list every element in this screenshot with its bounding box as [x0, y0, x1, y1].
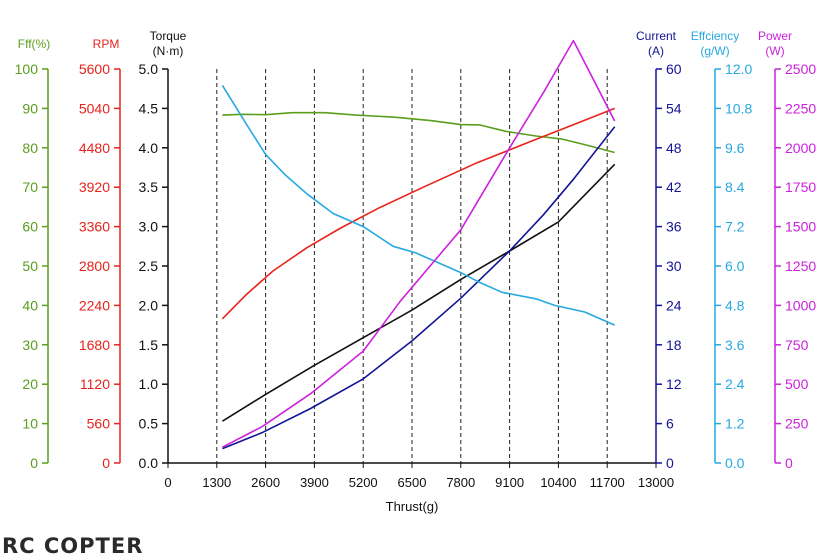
x-tick-label: 2600: [251, 475, 280, 490]
torque-tick-label: 4.0: [139, 140, 159, 156]
rpm-tick-label: 2800: [79, 258, 110, 274]
torque-tick-label: 1.0: [139, 376, 159, 392]
efficiency-tick-label: 7.2: [725, 219, 745, 235]
efficiency-tick-label: 9.6: [725, 140, 745, 156]
eff-tick-label: 30: [22, 337, 38, 353]
current-tick-label: 12: [666, 376, 682, 392]
torque-axis-title: Torque: [150, 29, 187, 43]
eff-tick-label: 80: [22, 140, 38, 156]
rpm-tick-label: 3360: [79, 219, 110, 235]
eff-tick-label: 10: [22, 416, 38, 432]
current-tick-label: 24: [666, 297, 682, 313]
torque-tick-label: 1.5: [139, 337, 159, 353]
current-tick-label: 0: [666, 455, 674, 471]
torque-tick-label: 0.0: [139, 455, 159, 471]
power-tick-label: 2500: [785, 61, 816, 77]
efficiency-tick-label: 4.8: [725, 297, 745, 313]
eff-tick-label: 20: [22, 376, 38, 392]
current-tick-label: 6: [666, 416, 674, 432]
power-tick-label: 1250: [785, 258, 816, 274]
eff-axis-title: Fff(%): [18, 37, 50, 51]
power-tick-label: 750: [785, 337, 809, 353]
power-tick-label: 500: [785, 376, 809, 392]
torque-axis-unit: (N·m): [153, 44, 184, 58]
x-tick-label: 5200: [349, 475, 378, 490]
power-tick-label: 2250: [785, 100, 816, 116]
efficiency-tick-label: 1.2: [725, 416, 745, 432]
power-tick-label: 1000: [785, 297, 816, 313]
series-current-line: [222, 126, 616, 450]
torque-tick-label: 3.0: [139, 219, 159, 235]
eff-tick-label: 70: [22, 179, 38, 195]
efficiency-tick-label: 2.4: [725, 376, 745, 392]
rpm-tick-label: 0: [102, 455, 110, 471]
torque-tick-label: 5.0: [139, 61, 159, 77]
series-torque-line: [221, 163, 616, 422]
current-tick-label: 42: [666, 179, 682, 195]
series-power-line: [222, 39, 616, 448]
power-tick-label: 250: [785, 416, 809, 432]
current-axis-title: Current: [636, 29, 677, 43]
series-eff-line: [222, 111, 615, 154]
torque-tick-label: 0.5: [139, 416, 159, 432]
power-tick-label: 1500: [785, 219, 816, 235]
eff-tick-label: 50: [22, 258, 38, 274]
current-tick-label: 60: [666, 61, 682, 77]
x-tick-label: 11700: [590, 475, 625, 490]
watermark-logo: RC COPTER: [2, 534, 144, 558]
current-tick-label: 54: [666, 100, 682, 116]
eff-tick-label: 100: [15, 61, 39, 77]
x-tick-label: 13000: [638, 475, 674, 490]
eff-tick-label: 0: [30, 455, 38, 471]
current-tick-label: 18: [666, 337, 682, 353]
rpm-axis-title: RPM: [93, 37, 120, 51]
efficiency-axis-unit: (g/W): [700, 44, 729, 58]
power-tick-label: 2000: [785, 140, 816, 156]
x-tick-label: 7800: [446, 475, 475, 490]
series-efficiency-line: [221, 84, 616, 326]
power-axis-unit: (W): [765, 44, 784, 58]
efficiency-tick-label: 3.6: [725, 337, 745, 353]
rpm-tick-label: 5040: [79, 100, 110, 116]
torque-tick-label: 4.5: [139, 100, 159, 116]
series-rpm-line: [221, 107, 615, 320]
torque-tick-label: 3.5: [139, 179, 159, 195]
torque-tick-label: 2.0: [139, 297, 159, 313]
efficiency-tick-label: 6.0: [725, 258, 745, 274]
x-tick-label: 6500: [398, 475, 427, 490]
x-axis-label: Thrust(g): [386, 499, 439, 514]
rpm-tick-label: 1120: [80, 376, 110, 392]
power-tick-label: 0: [785, 455, 793, 471]
rpm-tick-label: 560: [87, 416, 111, 432]
current-tick-label: 48: [666, 140, 682, 156]
power-tick-label: 1750: [785, 179, 816, 195]
current-tick-label: 36: [666, 219, 682, 235]
x-tick-label: 1300: [202, 475, 231, 490]
x-tick-label: 9100: [495, 475, 524, 490]
rpm-tick-label: 5600: [79, 61, 110, 77]
x-tick-label: 0: [164, 475, 171, 490]
eff-tick-label: 60: [22, 219, 38, 235]
current-axis-unit: (A): [648, 44, 664, 58]
torque-tick-label: 2.5: [139, 258, 159, 274]
rpm-tick-label: 3920: [79, 179, 110, 195]
x-tick-label: 3900: [300, 475, 329, 490]
rpm-tick-label: 1680: [79, 337, 110, 353]
rpm-tick-label: 2240: [79, 297, 110, 313]
power-axis-title: Power: [758, 29, 792, 43]
eff-tick-label: 40: [22, 297, 38, 313]
efficiency-tick-label: 8.4: [725, 179, 745, 195]
axes: 0 1300 2600 3900 5200 6500 7800 9100 10400 11700 1…: [15, 29, 817, 490]
eff-tick-label: 90: [22, 100, 38, 116]
efficiency-tick-label: 0.0: [725, 455, 745, 471]
efficiency-axis-title: Effciency: [691, 29, 739, 43]
current-tick-label: 30: [666, 258, 682, 274]
efficiency-tick-label: 10.8: [725, 100, 752, 116]
x-tick-label: 10400: [540, 475, 576, 490]
efficiency-tick-label: 12.0: [725, 61, 752, 77]
rpm-tick-label: 4480: [79, 140, 110, 156]
series-lines: [221, 39, 616, 450]
grid: [216, 69, 608, 463]
